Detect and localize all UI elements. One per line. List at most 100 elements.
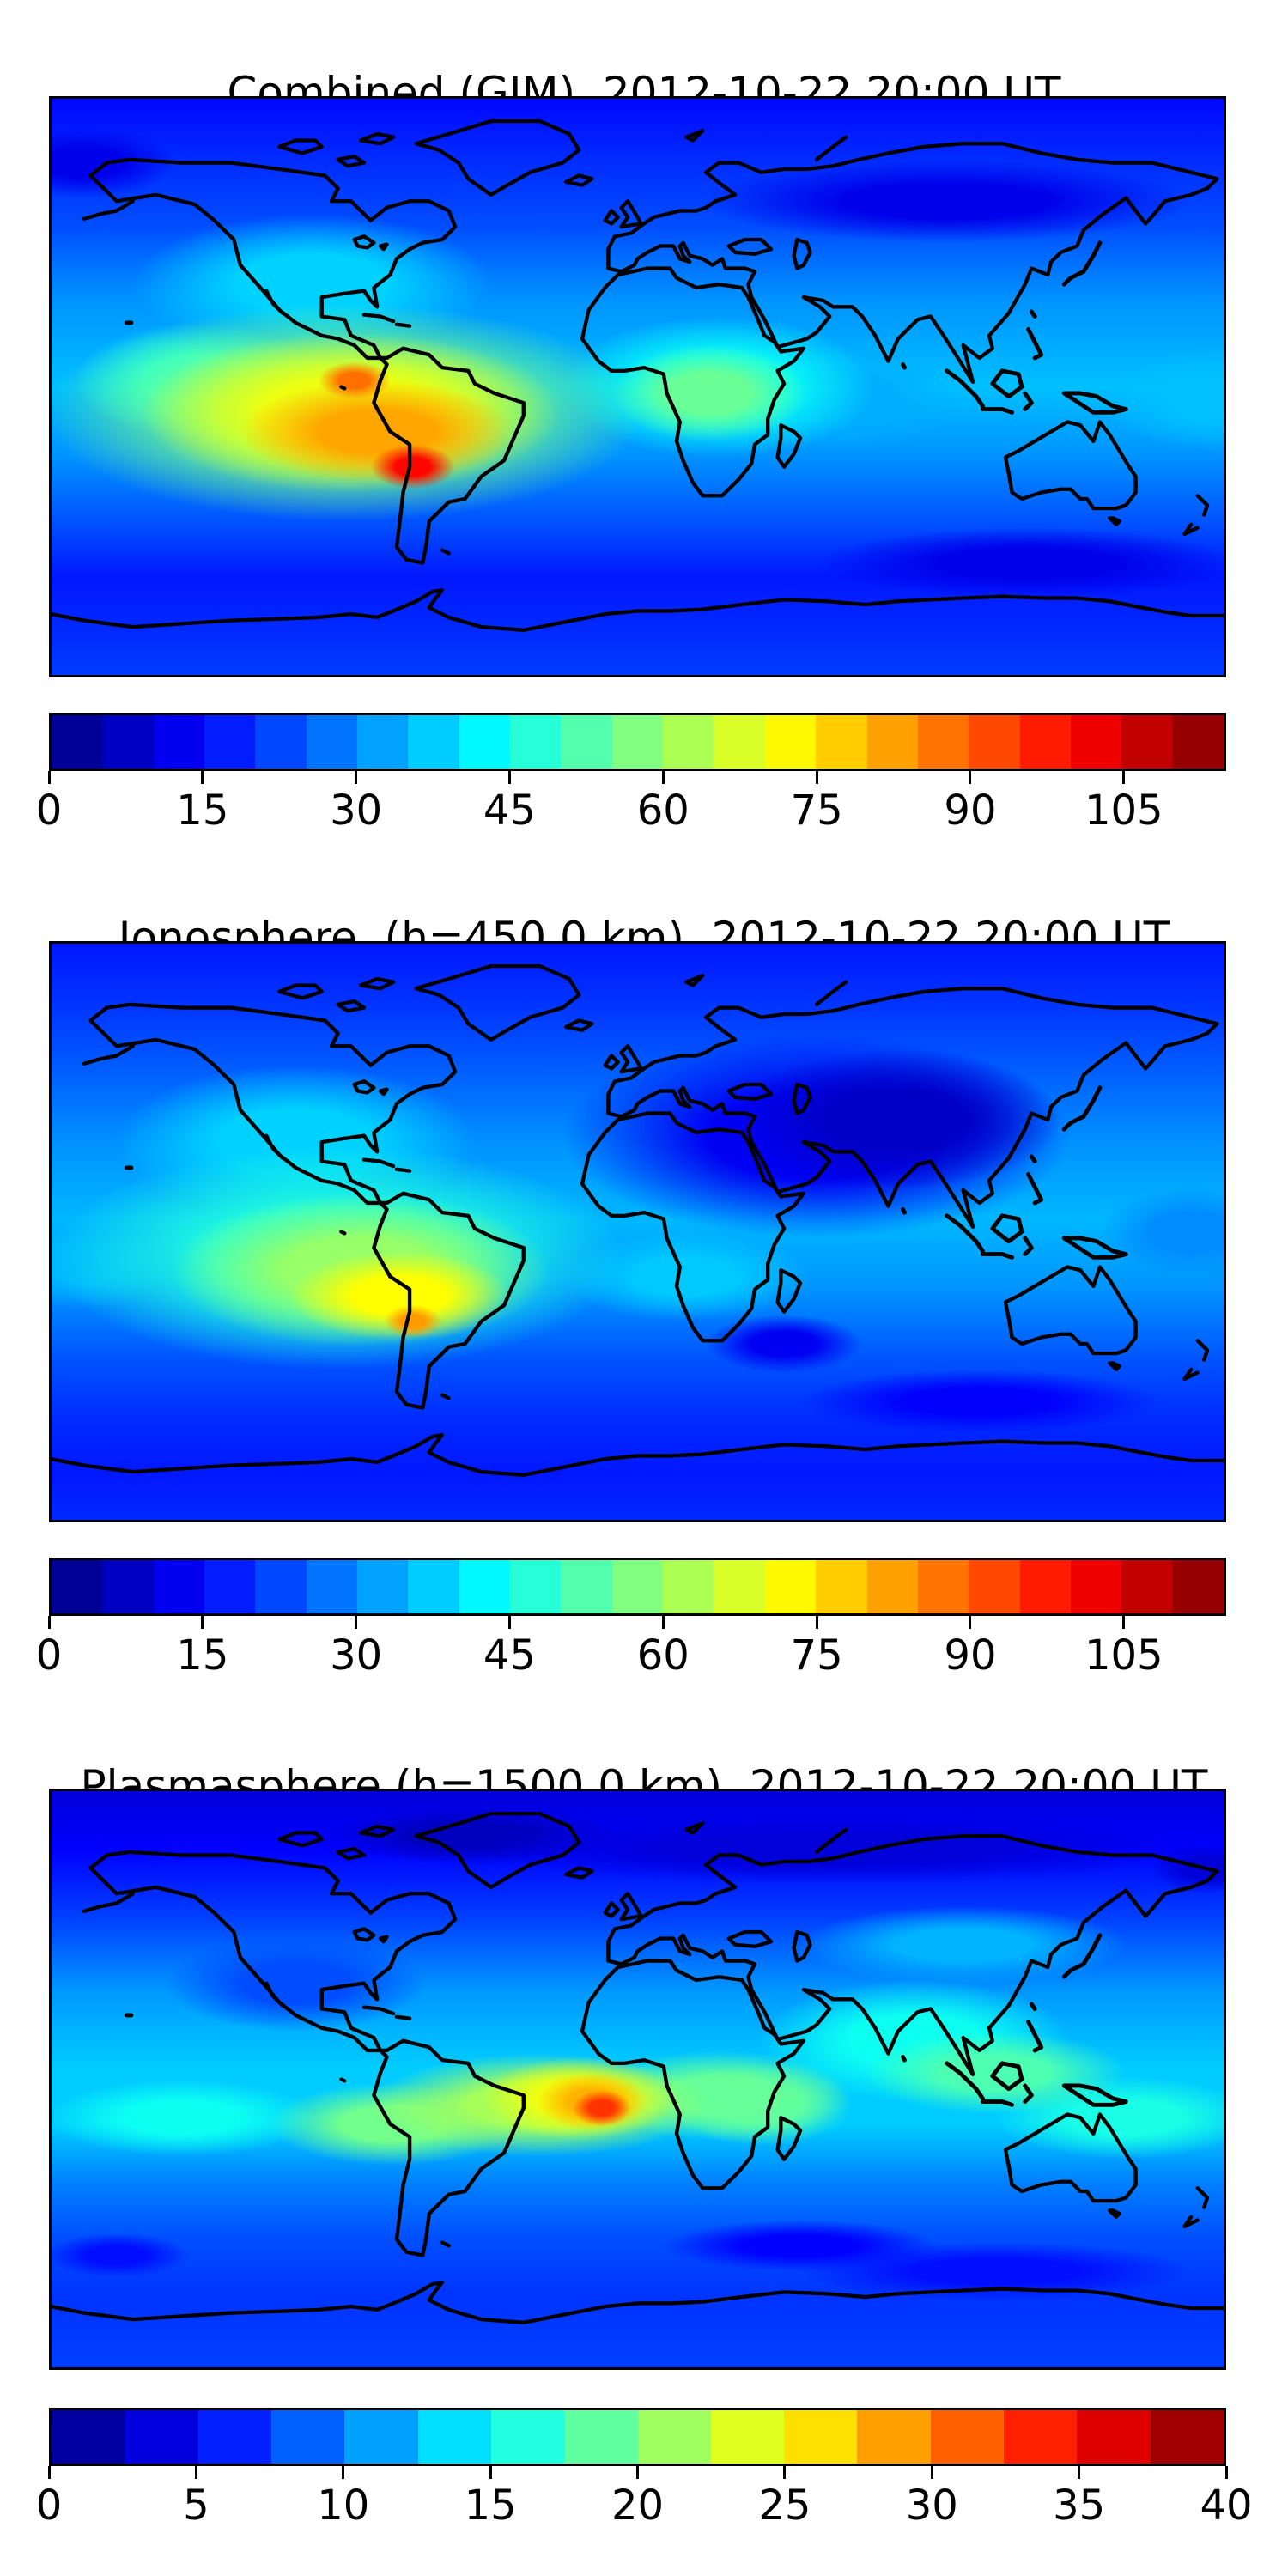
colorbar-segment [1070,715,1122,769]
colorbar-tick-mark [201,771,204,784]
colorbar-tick-label: 25 [758,2482,811,2530]
colorbar-tick-mark [194,2466,197,2479]
colorbar-segment [1172,715,1224,769]
colorbar-segment [764,715,817,769]
tec-contour-field [52,944,1224,1520]
coastline-inland-seas-lakes [352,1927,812,1963]
colorbar-segment [561,715,612,769]
colorbar-tick-mark [661,1616,665,1629]
colorbar-segment [764,1560,817,1613]
coastline-eurasia [606,142,1219,385]
colorbar-segment [125,2410,198,2464]
colorbar-tick-mark [636,2466,639,2479]
world-coastline-map [52,963,1224,1477]
colorbar-tick-label: 10 [317,2482,370,2530]
colorbar-tick-label: 90 [944,1631,997,1680]
colorbar-tick-label: 35 [1053,2482,1106,2530]
colorbar-segment [344,2410,418,2464]
colorbar-tick-label: 0 [35,2482,63,2530]
colorbar-tick-label: 0 [35,1631,63,1680]
colorbar-segment [930,2410,1005,2464]
colorbar-tick-label: 15 [176,787,229,835]
colorbar-tick-mark [1224,2466,1228,2479]
colorbar-segment [52,715,103,769]
colorbar-tick-mark [783,2466,787,2479]
colorbar-tick-label: 15 [464,2482,517,2530]
colorbar-segment [1077,2410,1151,2464]
colorbar-segment [408,715,459,769]
tec-contour-field [52,99,1224,675]
colorbar-segment [663,1560,714,1613]
colorbar-segment [459,715,511,769]
colorbar-segment [204,715,256,769]
colorbar-segment [255,1560,307,1613]
colorbar-segment [197,2410,271,2464]
coastline-australia-oceania [361,313,1210,537]
colorbar-segment [1121,715,1173,769]
colorbar-segment [1121,1560,1173,1613]
colorbar-tick-mark [930,2466,933,2479]
colorbar-segment [153,715,205,769]
colorbar-segment [417,2410,491,2464]
colorbar-tick-label: 105 [1084,1631,1163,1680]
colorbar-segment [917,1560,969,1613]
colorbar-segment [1150,2410,1224,2464]
coastline-greenland-arctic [277,118,848,197]
colorbar-segment [52,2410,125,2464]
colorbar-segment [663,715,714,769]
coastline-europe-islands [603,1044,643,1074]
colorbar-tick-mark [355,1616,358,1629]
colorbar-ticks-plasmasphere: 0 5 10 15 20 25 30 35 40 [36,2466,1253,2569]
colorbar-tick-mark [815,771,818,784]
colorbar-ticks-combined: 0 15 30 45 60 75 90 105 [36,771,1226,874]
colorbar-tick-label: 30 [330,1631,383,1680]
colorbar-tick-mark [1078,2466,1081,2479]
colorbar-segment [784,2410,858,2464]
colorbar-segment [611,1560,664,1613]
colorbar-segment [969,715,1020,769]
coastline-europe-islands [603,199,643,229]
coastline-asia-islands [124,1085,1128,1260]
colorbar-tick-label: 90 [944,787,997,835]
colorbar-segment [816,715,867,769]
coastline-antarctica [52,1433,1224,1477]
colorbar-tick-mark [201,1616,204,1629]
colorbar-segment [611,715,664,769]
colorbar-segment [714,715,765,769]
colorbar-segment [866,1560,918,1613]
colorbar-segment [917,715,969,769]
colorbar-segment [510,715,562,769]
colorbar-tick-label: 75 [790,1631,843,1680]
coastline-australia-oceania [361,1157,1210,1382]
colorbar-segment [1019,715,1071,769]
colorbar-tick-label: 30 [330,787,383,835]
coastline-greenland-arctic [277,963,848,1042]
coastline-antarctica [52,588,1224,632]
coastline-greenland-arctic [277,1811,848,1889]
coastline-eurasia [606,987,1219,1230]
coastline-south-america [339,1191,526,1410]
colorbar-segment [637,2410,711,2464]
coastline-south-america [339,346,526,565]
colorbar-tick-mark [969,771,972,784]
coastline-inland-seas-lakes [352,1079,812,1115]
colorbar-segment [255,715,307,769]
map-ionosphere [49,941,1226,1522]
colorbar-tick-mark [47,771,51,784]
colorbar-segment [714,1560,765,1613]
colorbar-segment [866,715,918,769]
coastline-asia-islands [124,240,1128,415]
world-coastline-map [52,1811,1224,2324]
colorbar-segment [969,1560,1020,1613]
colorbar-tick-label: 5 [183,2482,210,2530]
colorbar-tick-mark [342,2466,345,2479]
coastline-inland-seas-lakes [352,234,812,270]
colorbar-segment [710,2410,785,2464]
colorbar-tick-mark [489,2466,492,2479]
colorbar-segment [1004,2410,1078,2464]
map-combined-gim [49,96,1226,677]
colorbar-segment [459,1560,511,1613]
colorbar-tick-label: 15 [176,1631,229,1680]
